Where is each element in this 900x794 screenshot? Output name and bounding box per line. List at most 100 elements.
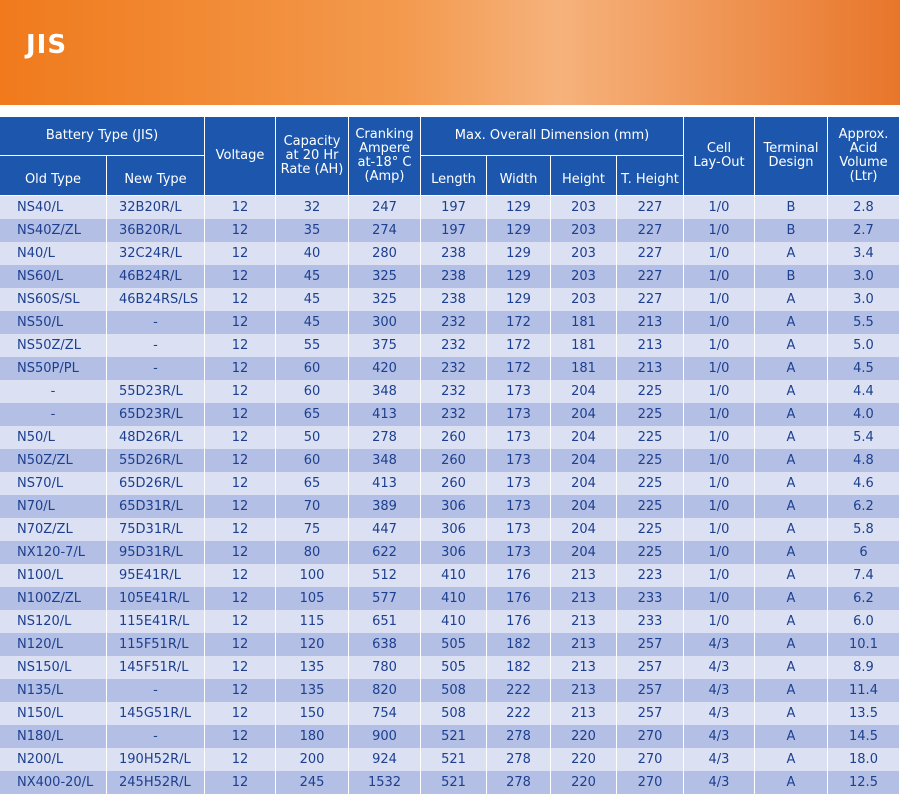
table-cell: 203	[551, 265, 617, 288]
table-cell: N120/L	[0, 633, 107, 656]
table-cell: 410	[421, 587, 487, 610]
table-cell: 780	[349, 656, 421, 679]
table-cell: 180	[276, 725, 349, 748]
table-cell: NS60S/SL	[0, 288, 107, 311]
table-cell: 325	[349, 265, 421, 288]
table-cell: 410	[421, 610, 487, 633]
table-cell: 220	[551, 725, 617, 748]
table-cell: 32B20R/L	[107, 196, 205, 219]
table-cell: NS40/L	[0, 196, 107, 219]
table-cell: 173	[487, 495, 551, 518]
table-cell: 225	[617, 403, 684, 426]
table-cell: 12	[205, 748, 276, 771]
table-cell: 65D31R/L	[107, 495, 205, 518]
table-cell: 6.2	[828, 587, 900, 610]
table-cell: 227	[617, 196, 684, 219]
table-cell: 120	[276, 633, 349, 656]
header-line: at-18° C	[357, 155, 412, 170]
table-cell: 12	[205, 219, 276, 242]
table-cell: 4.8	[828, 449, 900, 472]
header-line: Capacity	[283, 134, 341, 149]
table-cell: 4.5	[828, 357, 900, 380]
table-cell: 232	[421, 357, 487, 380]
table-cell: 306	[421, 495, 487, 518]
table-cell: 45	[276, 311, 349, 334]
table-cell: N135/L	[0, 679, 107, 702]
table-cell: 12	[205, 771, 276, 794]
table-cell: 4.0	[828, 403, 900, 426]
table-cell: 203	[551, 196, 617, 219]
table-cell: 225	[617, 449, 684, 472]
table-cell: 1/0	[684, 449, 755, 472]
table-cell: 55	[276, 334, 349, 357]
table-cell: 233	[617, 610, 684, 633]
table-cell: 213	[551, 610, 617, 633]
table-cell: 505	[421, 656, 487, 679]
table-cell: 213	[551, 702, 617, 725]
table-cell: A	[755, 656, 828, 679]
table-cell: 181	[551, 311, 617, 334]
table-cell: NS120/L	[0, 610, 107, 633]
table-cell: 4/3	[684, 679, 755, 702]
table-cell: 3.0	[828, 288, 900, 311]
column-header: Capacity at 20 Hr Rate (AH)	[276, 117, 349, 196]
table-cell: 1/0	[684, 288, 755, 311]
table-cell: 521	[421, 725, 487, 748]
table-cell: 227	[617, 219, 684, 242]
column-header: Terminal Design	[755, 117, 828, 196]
table-cell: 173	[487, 541, 551, 564]
table-cell: -	[107, 334, 205, 357]
table-cell: 48D26R/L	[107, 426, 205, 449]
table-cell: 115	[276, 610, 349, 633]
table-cell: A	[755, 334, 828, 357]
table-cell: 4.6	[828, 472, 900, 495]
table-cell: A	[755, 748, 828, 771]
table-cell: 46B24R/L	[107, 265, 205, 288]
table-cell: 36B20R/L	[107, 219, 205, 242]
table-cell: 4/3	[684, 771, 755, 794]
table-cell: 13.5	[828, 702, 900, 725]
table-cell: 375	[349, 334, 421, 357]
table-cell: 257	[617, 702, 684, 725]
table-cell: 521	[421, 748, 487, 771]
table-cell: NS50Z/ZL	[0, 334, 107, 357]
table-cell: 5.8	[828, 518, 900, 541]
table-cell: 225	[617, 426, 684, 449]
table-cell: 6.2	[828, 495, 900, 518]
table-cell: 173	[487, 472, 551, 495]
table-cell: 150	[276, 702, 349, 725]
table-cell: 1/0	[684, 311, 755, 334]
table-cell: 306	[421, 518, 487, 541]
table-cell: 512	[349, 564, 421, 587]
table-cell: 222	[487, 702, 551, 725]
table-cell: 105	[276, 587, 349, 610]
table-cell: 65	[276, 403, 349, 426]
table-cell: 135	[276, 679, 349, 702]
table-cell: 204	[551, 426, 617, 449]
table-cell: 225	[617, 495, 684, 518]
column-header: Width	[487, 156, 551, 196]
table-cell: 1532	[349, 771, 421, 794]
table-cell: A	[755, 380, 828, 403]
header-line: T. Height	[621, 172, 679, 187]
table-cell: 413	[349, 472, 421, 495]
column-header: Length	[421, 156, 487, 196]
table-cell: 4/3	[684, 633, 755, 656]
table-cell: A	[755, 403, 828, 426]
header-line: Rate (AH)	[280, 162, 344, 177]
table-cell: A	[755, 288, 828, 311]
table-cell: 6.0	[828, 610, 900, 633]
table-cell: 1/0	[684, 196, 755, 219]
table-cell: 257	[617, 633, 684, 656]
table-cell: 11.4	[828, 679, 900, 702]
table-cell: 176	[487, 587, 551, 610]
table-cell: 115F51R/L	[107, 633, 205, 656]
table-cell: A	[755, 311, 828, 334]
table-cell: 225	[617, 380, 684, 403]
table-cell: 197	[421, 196, 487, 219]
table-cell: 173	[487, 403, 551, 426]
table-cell: N180/L	[0, 725, 107, 748]
table-cell: 105E41R/L	[107, 587, 205, 610]
table-cell: 278	[487, 748, 551, 771]
header-line: Cranking	[355, 127, 414, 142]
